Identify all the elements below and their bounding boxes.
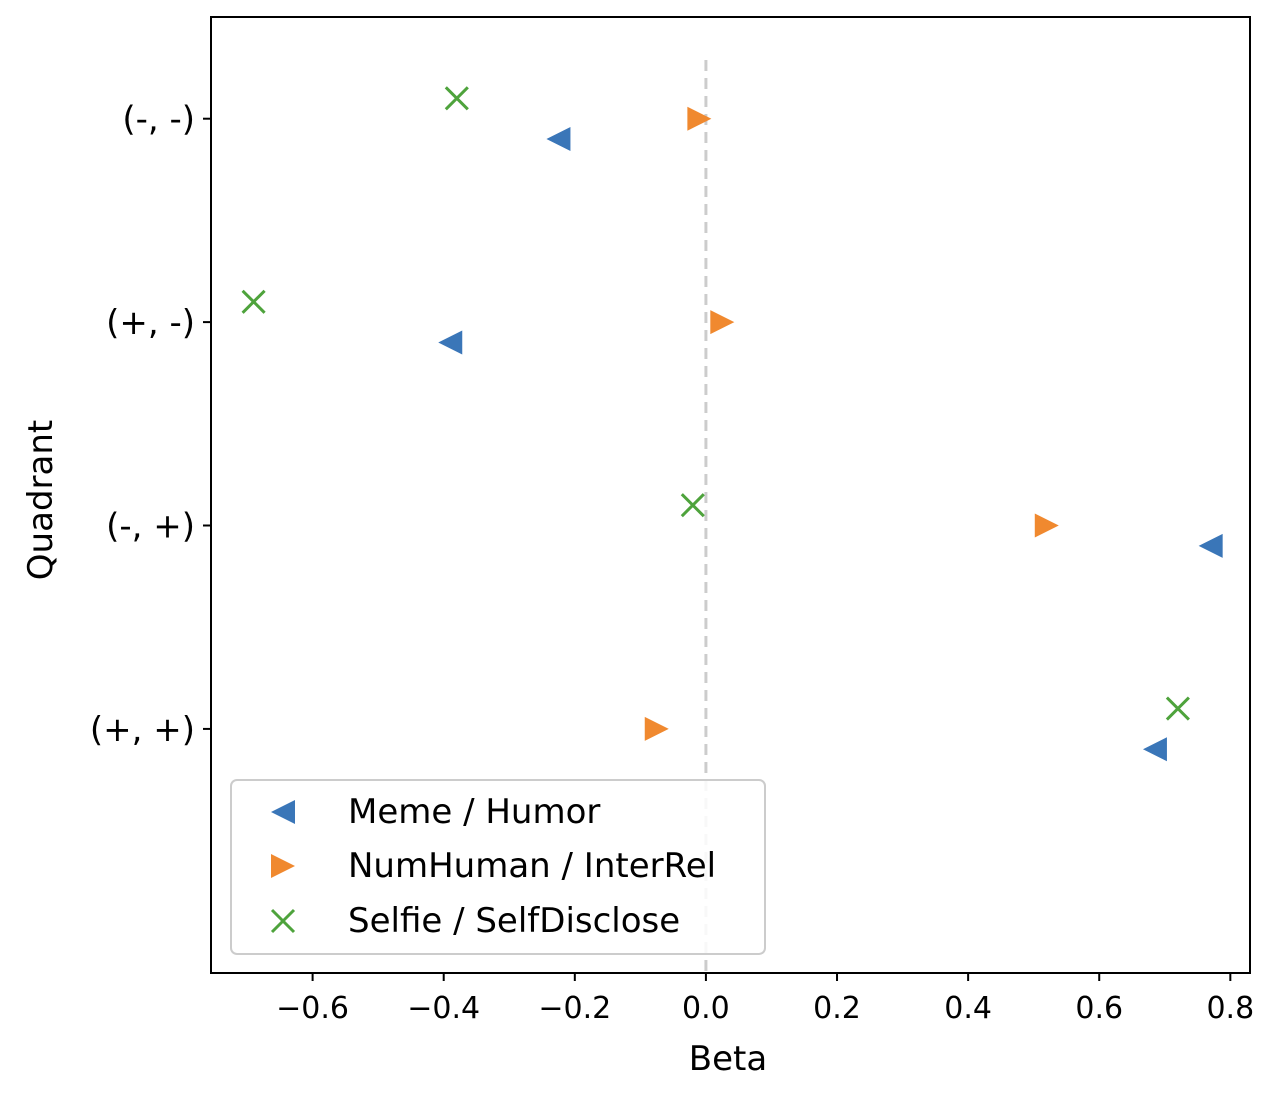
x-tick-label: −0.2 bbox=[538, 991, 611, 1026]
plot-frame bbox=[210, 16, 1251, 974]
x-tick-label: −0.4 bbox=[407, 991, 480, 1026]
y-axis-label: Quadrant bbox=[21, 420, 61, 580]
legend-marker-meme-humor bbox=[271, 800, 295, 824]
point-meme-humor bbox=[546, 127, 571, 152]
point-selfie-selfdisclose bbox=[680, 493, 705, 518]
point-selfie-selfdisclose bbox=[241, 289, 266, 314]
point-selfie-selfdisclose bbox=[444, 86, 469, 111]
data-marks-layer bbox=[241, 86, 1223, 762]
y-axis: (+, +) (-, +) (+, -) (-, -) bbox=[90, 100, 211, 750]
x-tick-label: 0.6 bbox=[1075, 991, 1123, 1026]
legend-label-meme-humor: Meme / Humor bbox=[348, 792, 600, 832]
point-meme-humor bbox=[438, 330, 463, 355]
legend: Meme / Humor NumHuman / InterRel Selfie … bbox=[230, 779, 766, 955]
legend-marker-numhuman-interrel bbox=[271, 854, 295, 878]
point-numhuman-interrel bbox=[1034, 513, 1059, 538]
x-axis-label: Beta bbox=[689, 1039, 767, 1079]
y-tick-label: (-, +) bbox=[106, 507, 195, 547]
point-numhuman-interrel bbox=[710, 310, 735, 335]
legend-label-numhuman-interrel: NumHuman / InterRel bbox=[348, 846, 716, 886]
legend-label-selfie-selfdisclose: Selfie / SelfDisclose bbox=[348, 901, 680, 941]
x-tick-label: 0.0 bbox=[682, 991, 730, 1026]
point-meme-humor bbox=[1142, 737, 1167, 762]
point-meme-humor bbox=[1198, 533, 1223, 558]
legend-box bbox=[230, 779, 766, 955]
x-tick-label: 0.2 bbox=[813, 991, 861, 1026]
x-axis: −0.6 −0.4 −0.2 0.0 0.2 0.4 0.6 0.8 bbox=[276, 973, 1254, 1026]
y-tick-label: (+, -) bbox=[106, 303, 195, 343]
point-numhuman-interrel bbox=[687, 106, 712, 131]
x-tick-label: 0.8 bbox=[1206, 991, 1254, 1026]
point-numhuman-interrel bbox=[644, 716, 669, 741]
x-tick-label: 0.4 bbox=[944, 991, 992, 1026]
y-tick-label: (-, -) bbox=[122, 100, 195, 140]
point-selfie-selfdisclose bbox=[1165, 696, 1190, 721]
y-tick-label: (+, +) bbox=[90, 710, 195, 750]
legend-marker-selfie-selfdisclose bbox=[270, 908, 296, 934]
x-tick-label: −0.6 bbox=[276, 991, 349, 1026]
